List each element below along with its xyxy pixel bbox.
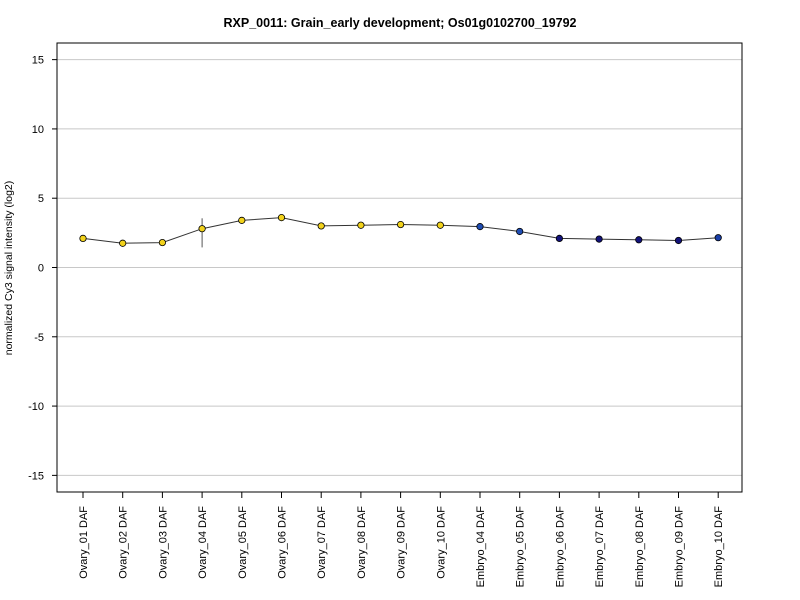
y-tick-label: -15 (28, 470, 44, 482)
x-tick-label: Ovary_10 DAF (435, 506, 447, 579)
data-point (436, 221, 444, 229)
x-tick-label: Ovary_07 DAF (316, 506, 328, 579)
x-tick-label: Embryo_07 DAF (594, 506, 606, 588)
data-point (119, 239, 127, 247)
x-tick-label: Ovary_06 DAF (277, 506, 289, 579)
x-tick-label: Embryo_06 DAF (554, 506, 566, 588)
y-tick-label: 5 (38, 193, 44, 205)
x-tick-label: Ovary_05 DAF (237, 506, 249, 579)
x-tick-label: Ovary_02 DAF (118, 506, 130, 579)
data-point (238, 216, 246, 224)
data-point (635, 236, 643, 244)
data-point (317, 222, 325, 230)
data-point (79, 234, 87, 242)
data-point (158, 238, 166, 247)
x-tick-label: Ovary_08 DAF (356, 506, 368, 579)
error-bars (82, 216, 719, 248)
x-tick-label: Ovary_01 DAF (78, 506, 90, 579)
x-tick-label: Embryo_09 DAF (674, 506, 686, 588)
y-axis-title: normalized Cy3 signal intensity (log2) (3, 181, 15, 356)
y-axis: -15 -10 -5 0 5 10 15 (28, 55, 57, 482)
data-point (714, 234, 722, 242)
data-point (396, 220, 405, 229)
x-tick-label: Embryo_08 DAF (634, 506, 646, 588)
data-point (674, 236, 683, 245)
data-point (357, 221, 365, 229)
x-tick-label: Ovary_04 DAF (197, 506, 209, 579)
x-tick-label: Ovary_03 DAF (157, 506, 169, 579)
data-point (476, 223, 484, 231)
x-tick-label: Embryo_04 DAF (475, 506, 487, 588)
data-point (198, 225, 206, 233)
chart-title: RXP_0011: Grain_early development; Os01g… (224, 16, 577, 30)
x-tick-label: Embryo_05 DAF (515, 506, 527, 588)
data-point (277, 214, 286, 222)
data-point (595, 235, 603, 243)
x-tick-label: Embryo_10 DAF (713, 506, 725, 588)
grid-lines (57, 59, 742, 476)
y-tick-label: -5 (34, 332, 44, 344)
y-tick-label: 15 (32, 55, 44, 67)
data-point (516, 227, 524, 236)
y-tick-label: -10 (28, 401, 44, 413)
data-points (79, 214, 722, 247)
data-point (555, 234, 564, 242)
x-axis: Ovary_01 DAF Ovary_02 DAF Ovary_03 DAF Ovar… (78, 492, 725, 587)
y-tick-label: 10 (32, 124, 44, 136)
y-tick-label: 0 (38, 263, 44, 275)
x-tick-label: Ovary_09 DAF (396, 506, 408, 579)
